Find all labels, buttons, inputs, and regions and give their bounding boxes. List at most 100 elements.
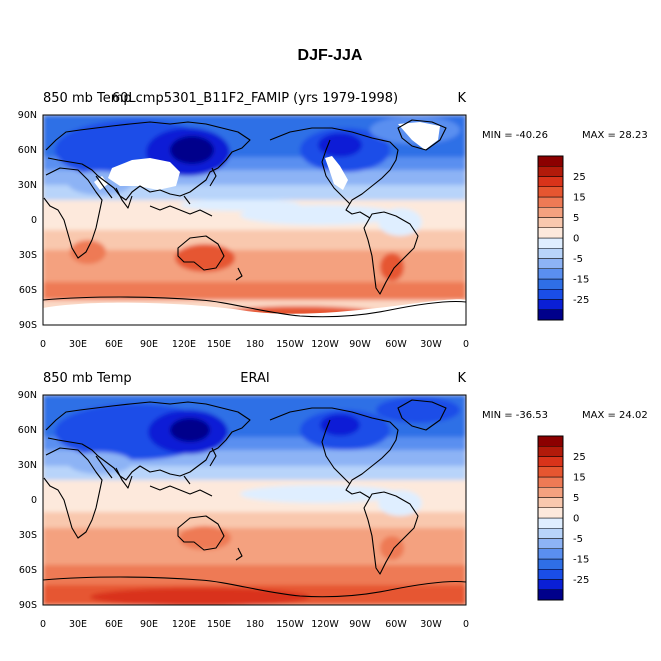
lon-label: 180 <box>246 619 264 630</box>
lon-label: 30W <box>420 339 442 350</box>
colorbar-swatch <box>537 186 564 198</box>
lon-label: 0 <box>40 619 46 630</box>
lon-label: 60W <box>385 619 407 630</box>
colorbar-swatch <box>537 558 564 570</box>
lon-label: 0 <box>463 619 469 630</box>
colorbar-swatch <box>537 237 564 249</box>
colorbar-swatch <box>537 176 564 187</box>
colorbar-label: 15 <box>573 473 586 484</box>
lon-label: 120W <box>311 339 339 350</box>
colorbar-swatch <box>537 497 564 508</box>
colorbar-swatch <box>537 466 564 478</box>
lon-label: 150W <box>276 339 304 350</box>
figure-title: DJF-JJA <box>298 47 363 64</box>
lon-label: 150W <box>276 619 304 630</box>
lon-label: 30E <box>69 339 87 350</box>
panel-model-center-title: 60Lcmp5301_B11F2_FAMIP (yrs 1979-1998) <box>112 91 398 106</box>
lon-label: 30E <box>69 619 87 630</box>
colorbar-swatch <box>537 435 564 447</box>
lon-label: 90E <box>140 339 158 350</box>
colorbar-label: -5 <box>573 254 583 265</box>
colorbar-label: 0 <box>573 234 579 245</box>
panel-obs-lon-ticks: 0 30E 60E 90E 120E 150E 180 150W 120W 90… <box>40 619 469 630</box>
panel-model-units: K <box>457 91 466 106</box>
colorbar-label: 25 <box>573 452 586 463</box>
colorbar-swatch <box>537 155 564 167</box>
panel-model-max: MAX = 28.23 <box>582 130 648 141</box>
lon-label: 180 <box>246 339 264 350</box>
colorbar-swatch <box>537 196 564 208</box>
panel-obs-left-title: 850 mb Temp <box>43 371 132 386</box>
panel-obs-center-title: ERAI <box>240 371 269 386</box>
colorbar-swatch <box>537 227 564 239</box>
lon-label: 0 <box>463 339 469 350</box>
lon-label: 90E <box>140 619 158 630</box>
panel-model-lon-ticks: 0 30E 60E 90E 120E 150E 180 150W 120W 90… <box>40 339 469 350</box>
lon-label: 30W <box>420 619 442 630</box>
colorbar-swatch <box>537 248 564 259</box>
colorbar-label: 5 <box>573 213 579 224</box>
panel-model-colorbar: -25 -15 -5 0 5 15 25 <box>537 155 589 321</box>
colorbar-swatch <box>537 258 564 269</box>
colorbar-swatch <box>537 278 564 290</box>
lat-label: 90S <box>19 600 37 611</box>
lat-label: 90S <box>19 320 37 331</box>
colorbar-swatch <box>537 268 564 280</box>
lon-label: 120W <box>311 619 339 630</box>
lon-label: 0 <box>40 339 46 350</box>
colorbar-swatch <box>537 548 564 560</box>
colorbar-frame <box>537 155 564 321</box>
panel-model-min: MIN = -40.26 <box>482 130 548 141</box>
lon-label: 90W <box>349 619 371 630</box>
colorbar-label: -25 <box>573 295 589 306</box>
colorbar-swatch <box>537 217 564 228</box>
colorbar-label: -15 <box>573 555 589 566</box>
colorbar-label: 0 <box>573 514 579 525</box>
lat-label: 0 <box>31 215 37 226</box>
lon-label: 120E <box>172 619 196 630</box>
colorbar-swatch <box>537 166 564 177</box>
colorbar-swatch <box>537 569 564 580</box>
colorbar-label: -15 <box>573 275 589 286</box>
lat-label: 30N <box>18 180 37 191</box>
panel-model-map <box>43 115 466 325</box>
colorbar-swatch <box>537 579 564 590</box>
colorbar-swatch <box>537 207 564 218</box>
panel-obs: 850 mb Temp ERAI K <box>18 371 648 630</box>
colorbar-swatch <box>537 476 564 488</box>
panel-obs-lat-ticks: 90N 60N 30N 0 30S 60S 90S <box>18 390 37 611</box>
colorbar-swatch <box>537 309 564 321</box>
lat-label: 60S <box>19 285 37 296</box>
colorbar-swatch <box>537 517 564 529</box>
lat-label: 30S <box>19 530 37 541</box>
lon-label: 60W <box>385 339 407 350</box>
lat-label: 60N <box>18 425 37 436</box>
colorbar-swatch <box>537 456 564 467</box>
lon-label: 120E <box>172 339 196 350</box>
lat-label: 90N <box>18 390 37 401</box>
panel-obs-max: MAX = 24.02 <box>582 410 648 421</box>
colorbar-swatch <box>537 528 564 539</box>
lon-label: 150E <box>207 339 231 350</box>
panel-model: 850 mb Temp 60Lcmp5301_B11F2_FAMIP (yrs … <box>18 91 648 350</box>
panel-model-left-title: 850 mb Temp <box>43 91 132 106</box>
lat-label: 60N <box>18 145 37 156</box>
lat-label: 60S <box>19 565 37 576</box>
colorbar-swatch <box>537 538 564 549</box>
colorbar-swatch <box>537 446 564 457</box>
lon-label: 150E <box>207 619 231 630</box>
colorbar-swatch <box>537 507 564 519</box>
colorbar-frame <box>537 435 564 601</box>
colorbar-swatch <box>537 589 564 601</box>
lat-label: 90N <box>18 110 37 121</box>
lon-label: 60E <box>105 339 123 350</box>
colorbar-swatch <box>537 289 564 300</box>
lat-label: 30S <box>19 250 37 261</box>
colorbar-swatch <box>537 299 564 310</box>
colorbar-swatch <box>537 487 564 498</box>
panel-obs-min: MIN = -36.53 <box>482 410 548 421</box>
panel-obs-colorbar: -25 -15 -5 0 5 15 25 <box>537 435 589 601</box>
colorbar-label: 15 <box>573 193 586 204</box>
colorbar-label: 25 <box>573 172 586 183</box>
